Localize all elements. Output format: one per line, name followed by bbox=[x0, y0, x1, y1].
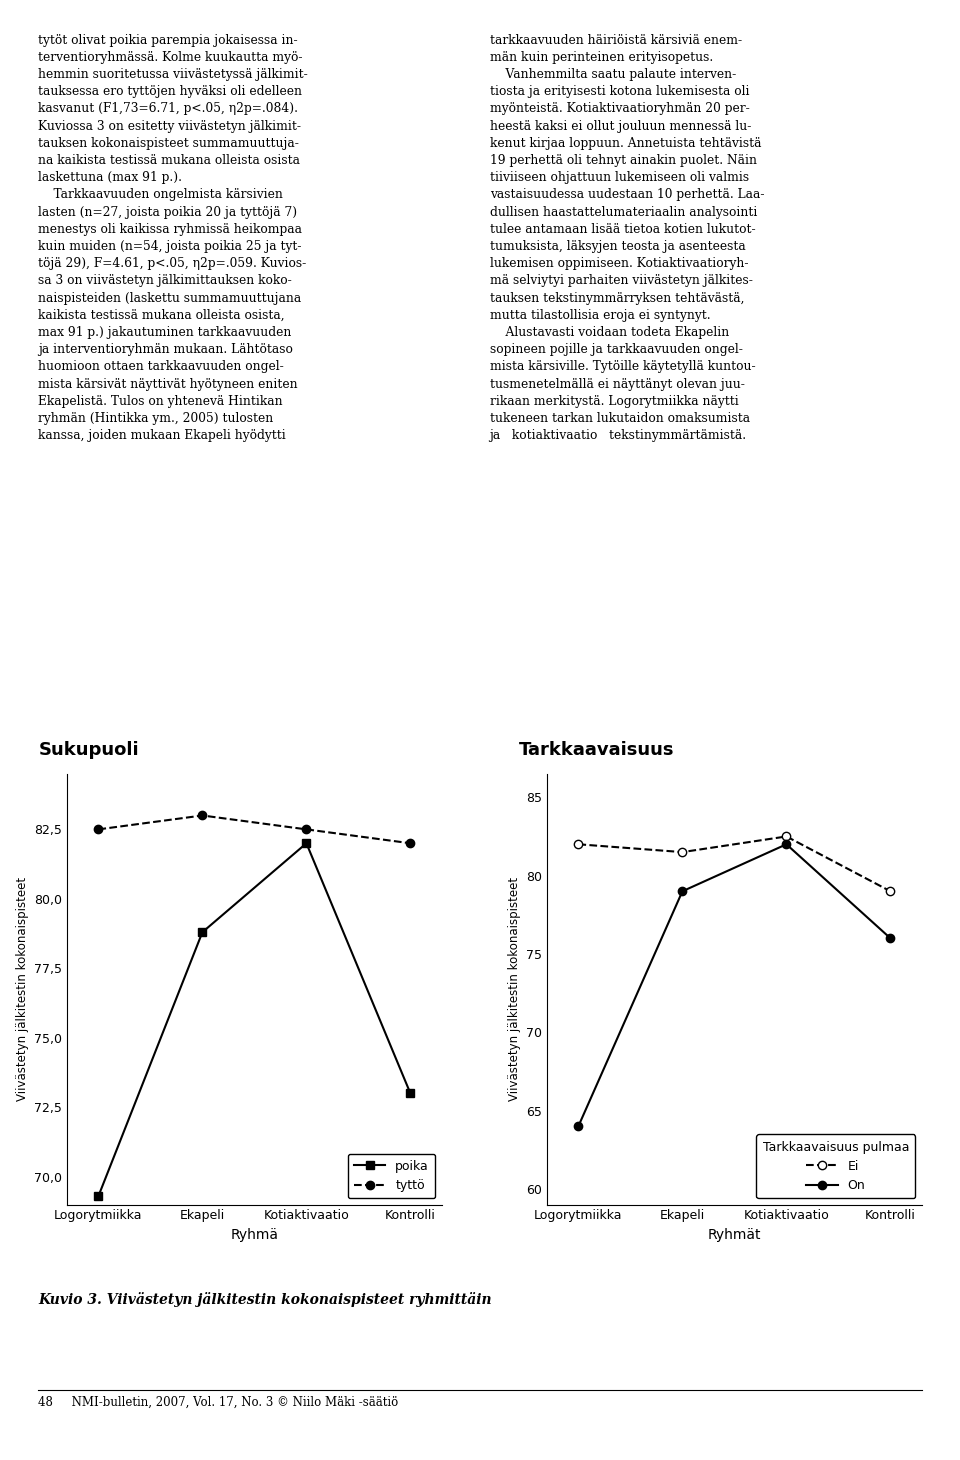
tyttö bbox=[92, 821, 105, 838]
Legend: Ei, On: Ei, On bbox=[756, 1134, 915, 1199]
Y-axis label: Viivästetyn jälkitestin kokonaispisteet: Viivästetyn jälkitestin kokonaispisteet bbox=[15, 877, 29, 1101]
Line: Ei: Ei bbox=[574, 832, 895, 895]
tyttö bbox=[300, 821, 312, 838]
Text: Kuvio 3. Viivästetyn jälkitestin kokonaispisteet ryhmittäin: Kuvio 3. Viivästetyn jälkitestin kokonai… bbox=[38, 1292, 492, 1307]
Ei bbox=[885, 882, 897, 899]
Line: On: On bbox=[574, 839, 895, 1130]
poika bbox=[300, 835, 312, 853]
poika bbox=[405, 1085, 417, 1102]
poika bbox=[92, 1187, 105, 1204]
Text: Tarkkaavaisuus: Tarkkaavaisuus bbox=[518, 742, 674, 759]
On bbox=[677, 882, 688, 899]
tyttö bbox=[197, 807, 208, 825]
X-axis label: Ryhmät: Ryhmät bbox=[708, 1228, 761, 1242]
Text: 48     NMI-bulletin, 2007, Vol. 17, No. 3 © Niilo Mäki -säätiö: 48 NMI-bulletin, 2007, Vol. 17, No. 3 © … bbox=[38, 1396, 398, 1409]
Ei bbox=[780, 828, 792, 845]
On bbox=[780, 835, 792, 853]
Text: Sukupuoli: Sukupuoli bbox=[38, 742, 139, 759]
poika bbox=[197, 923, 208, 940]
On bbox=[885, 930, 897, 948]
Line: poika: poika bbox=[94, 839, 415, 1200]
Legend: poika, tyttö: poika, tyttö bbox=[348, 1153, 435, 1199]
Y-axis label: Viivästetyn jälkitestin kokonaispisteet: Viivästetyn jälkitestin kokonaispisteet bbox=[508, 877, 520, 1101]
On bbox=[572, 1117, 584, 1134]
X-axis label: Ryhmä: Ryhmä bbox=[230, 1228, 278, 1242]
Ei bbox=[677, 844, 688, 861]
tyttö bbox=[405, 835, 417, 853]
Text: tytöt olivat poikia parempia jokaisessa in-
terventioryhmässä. Kolme kuukautta m: tytöt olivat poikia parempia jokaisessa … bbox=[38, 34, 308, 442]
Text: tarkkaavuuden häiriöistä kärsiviä enem-
män kuin perinteinen erityisopetus.
    : tarkkaavuuden häiriöistä kärsiviä enem- … bbox=[490, 34, 764, 442]
Line: tyttö: tyttö bbox=[94, 812, 415, 847]
Ei bbox=[572, 835, 584, 853]
